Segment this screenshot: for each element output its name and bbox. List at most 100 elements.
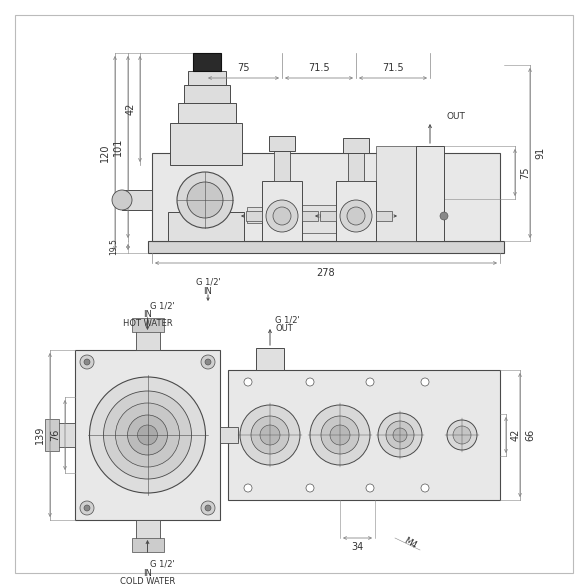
Bar xyxy=(193,53,221,71)
Circle shape xyxy=(340,200,372,232)
Circle shape xyxy=(89,377,205,493)
Text: COLD WATER: COLD WATER xyxy=(120,577,175,586)
Text: 75: 75 xyxy=(237,63,250,73)
Text: 42: 42 xyxy=(511,429,521,441)
Circle shape xyxy=(251,416,289,454)
Circle shape xyxy=(84,359,90,365)
Circle shape xyxy=(386,421,414,449)
Circle shape xyxy=(103,391,192,479)
Bar xyxy=(152,153,500,241)
Circle shape xyxy=(347,207,365,225)
Circle shape xyxy=(240,405,300,465)
Bar xyxy=(302,211,318,221)
Bar xyxy=(228,370,500,500)
Bar xyxy=(416,146,444,241)
Circle shape xyxy=(205,359,211,365)
Text: 139: 139 xyxy=(35,426,45,444)
Polygon shape xyxy=(376,146,416,241)
Circle shape xyxy=(201,501,215,515)
Circle shape xyxy=(128,415,168,455)
Circle shape xyxy=(306,484,314,492)
Text: 42: 42 xyxy=(126,103,136,115)
Circle shape xyxy=(330,425,350,445)
Bar xyxy=(168,212,244,241)
Circle shape xyxy=(201,355,215,369)
Bar xyxy=(247,207,262,223)
Bar xyxy=(135,330,159,350)
Text: OUT: OUT xyxy=(275,323,293,332)
Circle shape xyxy=(310,405,370,465)
Text: IN: IN xyxy=(143,569,152,577)
Circle shape xyxy=(421,378,429,386)
Circle shape xyxy=(306,378,314,386)
Text: 278: 278 xyxy=(317,268,335,278)
Bar xyxy=(170,123,242,165)
Bar xyxy=(75,350,220,520)
Bar xyxy=(132,538,163,552)
Text: 120: 120 xyxy=(100,143,110,162)
Circle shape xyxy=(453,426,471,444)
Text: G 1/2': G 1/2' xyxy=(149,560,174,569)
Bar xyxy=(132,318,163,332)
Bar xyxy=(320,211,336,221)
Bar xyxy=(246,211,262,221)
Circle shape xyxy=(266,200,298,232)
Circle shape xyxy=(273,207,291,225)
Text: M4: M4 xyxy=(402,536,418,550)
Bar xyxy=(302,205,336,233)
Bar xyxy=(188,71,226,85)
Bar xyxy=(45,419,59,451)
Bar xyxy=(343,138,369,153)
Text: 91: 91 xyxy=(535,147,545,159)
Bar xyxy=(348,153,364,181)
Text: 71.5: 71.5 xyxy=(382,63,404,73)
Circle shape xyxy=(80,501,94,515)
Bar xyxy=(184,85,230,103)
Circle shape xyxy=(187,182,223,218)
Bar xyxy=(262,181,302,241)
Circle shape xyxy=(115,403,179,467)
Text: 75: 75 xyxy=(520,166,530,179)
Text: 71.5: 71.5 xyxy=(308,63,330,73)
Text: 66: 66 xyxy=(525,429,535,441)
Circle shape xyxy=(393,428,407,442)
Circle shape xyxy=(244,378,252,386)
Circle shape xyxy=(421,484,429,492)
Bar xyxy=(122,190,152,210)
Text: 19.5: 19.5 xyxy=(109,239,119,255)
Text: 34: 34 xyxy=(352,542,363,552)
Circle shape xyxy=(366,378,374,386)
Circle shape xyxy=(177,172,233,228)
Bar xyxy=(148,241,504,253)
Bar xyxy=(220,427,238,443)
Text: G 1/2': G 1/2' xyxy=(196,278,220,286)
Circle shape xyxy=(447,420,477,450)
Bar xyxy=(57,423,75,447)
Text: HOT WATER: HOT WATER xyxy=(123,319,172,328)
Bar xyxy=(135,520,159,540)
Circle shape xyxy=(260,425,280,445)
Circle shape xyxy=(440,212,448,220)
Bar xyxy=(256,348,284,370)
Circle shape xyxy=(321,416,359,454)
Bar xyxy=(178,103,236,123)
Text: G 1/2': G 1/2' xyxy=(149,302,174,310)
Circle shape xyxy=(378,413,422,457)
Bar xyxy=(228,429,238,441)
Circle shape xyxy=(84,505,90,511)
Circle shape xyxy=(138,425,158,445)
Text: IN: IN xyxy=(203,286,212,296)
Text: G 1/2': G 1/2' xyxy=(275,316,300,325)
Text: 76: 76 xyxy=(50,429,60,441)
Text: 101: 101 xyxy=(113,138,123,156)
Bar xyxy=(274,151,290,181)
Circle shape xyxy=(366,484,374,492)
Bar xyxy=(269,136,295,151)
Circle shape xyxy=(80,355,94,369)
Bar xyxy=(336,181,376,241)
Circle shape xyxy=(205,505,211,511)
Text: OUT: OUT xyxy=(446,112,465,121)
Circle shape xyxy=(244,484,252,492)
Bar xyxy=(376,211,392,221)
Text: IN: IN xyxy=(143,309,152,319)
